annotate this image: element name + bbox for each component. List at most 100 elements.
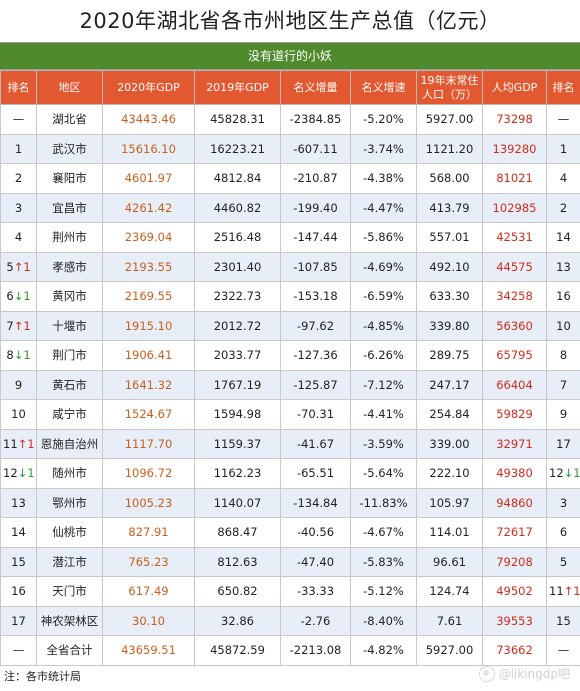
region-cell: 宜昌市 xyxy=(36,192,103,223)
gdp-2020-cell: 4261.42 xyxy=(102,192,195,223)
rank-value: 16 xyxy=(11,584,26,599)
rank-down-arrow: ↓1 xyxy=(13,289,31,304)
gdp-2020-cell: 2193.55 xyxy=(102,251,195,282)
per-capita-rank-value: 15 xyxy=(556,613,571,628)
population-cell: 339.00 xyxy=(416,428,483,459)
author-banner: 没有道行的小妖 xyxy=(0,42,580,70)
gdp-2019-cell: 1594.98 xyxy=(194,399,281,430)
gdp-2020-cell: 4601.97 xyxy=(102,163,195,194)
gdp-2020-cell: 43443.46 xyxy=(102,104,195,135)
per-capita-rank-value: 1 xyxy=(559,141,568,156)
region-cell: 仙桃市 xyxy=(36,517,103,548)
rank-value: 4 xyxy=(14,230,23,245)
watermark-logo-icon xyxy=(478,665,495,682)
table-row: 6↓1 黄冈市 2169.55 2322.73 -153.18 -6.59% 633.30 3… xyxy=(0,281,580,312)
gdp-2020-cell: 1096.72 xyxy=(102,458,195,489)
per-capita-rank-cell: 6 xyxy=(546,517,580,548)
per-capita-rank-cell: 9 xyxy=(546,399,580,430)
increase-cell: -134.84 xyxy=(280,487,351,518)
per-capita-rank-value: 9 xyxy=(559,407,568,422)
rank-value: — xyxy=(12,643,25,658)
gdp-2019-cell: 2012.72 xyxy=(194,310,281,341)
gdp-2019-cell: 2301.40 xyxy=(194,251,281,282)
rank-value: 13 xyxy=(11,495,26,510)
increase-cell: -125.87 xyxy=(280,369,351,400)
per-capita-rank-value: — xyxy=(557,643,570,658)
gdp-2019-cell: 812.63 xyxy=(194,546,281,577)
increase-cell: -2384.85 xyxy=(280,104,351,135)
gdp-2020-cell: 1524.67 xyxy=(102,399,195,430)
gdp-2019-cell: 1140.07 xyxy=(194,487,281,518)
per-capita-rank-value: 10 xyxy=(556,318,571,333)
per-capita-gdp-cell: 32971 xyxy=(482,428,547,459)
rank-cell: 7↑1 xyxy=(0,310,37,341)
table-row: 15 潜江市 765.23 812.63 -47.40 -5.83% 96.61 79208 5 xyxy=(0,546,580,577)
per-capita-rank-value: — xyxy=(557,112,570,127)
per-capita-rank-cell: 16 xyxy=(546,281,580,312)
gdp-2019-cell: 2033.77 xyxy=(194,340,281,371)
per-capita-gdp-cell: 81021 xyxy=(482,163,547,194)
gdp-2020-cell: 827.91 xyxy=(102,517,195,548)
header-gdp-2020: 2020年GDP xyxy=(102,70,195,105)
table-row: 12↓1 随州市 1096.72 1162.23 -65.51 -5.64% 222.10 4… xyxy=(0,458,580,489)
per-capita-gdp-cell: 72617 xyxy=(482,517,547,548)
header-per-capita-gdp: 人均GDP xyxy=(482,70,547,105)
per-capita-rank-value: 14 xyxy=(556,230,571,245)
rank-value: — xyxy=(12,112,25,127)
growth-rate-cell: -5.86% xyxy=(350,222,417,253)
per-capita-rank-cell: 10 xyxy=(546,310,580,341)
population-cell: 1121.20 xyxy=(416,133,483,164)
per-capita-rank-cell: 1 xyxy=(546,133,580,164)
source-footnote: 注：各市统计局 xyxy=(4,670,81,683)
rank-cell: 6↓1 xyxy=(0,281,37,312)
gdp-2019-cell: 32.86 xyxy=(194,605,281,636)
population-cell: 222.10 xyxy=(416,458,483,489)
table-row: 13 鄂州市 1005.23 1140.07 -134.84 -11.83% 105.97 9… xyxy=(0,487,580,518)
gdp-2019-cell: 1159.37 xyxy=(194,428,281,459)
per-capita-gdp-cell: 66404 xyxy=(482,369,547,400)
rank-down-arrow: ↓1 xyxy=(563,466,580,481)
per-capita-rank-value: 2 xyxy=(559,200,568,215)
increase-cell: -65.51 xyxy=(280,458,351,489)
growth-rate-cell: -4.82% xyxy=(350,635,417,666)
per-capita-rank-cell: 5 xyxy=(546,546,580,577)
per-capita-rank-cell: 3 xyxy=(546,487,580,518)
gdp-2019-cell: 45872.59 xyxy=(194,635,281,666)
rank-cell: 14 xyxy=(0,517,37,548)
per-capita-gdp-cell: 49380 xyxy=(482,458,547,489)
increase-cell: -2.76 xyxy=(280,605,351,636)
population-cell: 114.01 xyxy=(416,517,483,548)
rank-value: 6 xyxy=(6,289,14,304)
table-row: 7↑1 十堰市 1915.10 2012.72 -97.62 -4.85% 339.80 56… xyxy=(0,310,580,341)
population-cell: 289.75 xyxy=(416,340,483,371)
per-capita-rank-cell: 7 xyxy=(546,369,580,400)
gdp-2019-cell: 1162.23 xyxy=(194,458,281,489)
per-capita-gdp-cell: 139280 xyxy=(482,133,547,164)
population-cell: 557.01 xyxy=(416,222,483,253)
per-capita-rank-cell: 8 xyxy=(546,340,580,371)
rank-up-arrow: ↑1 xyxy=(13,318,31,333)
region-cell: 潜江市 xyxy=(36,546,103,577)
growth-rate-cell: -4.47% xyxy=(350,192,417,223)
per-capita-gdp-cell: 44575 xyxy=(482,251,547,282)
population-cell: 105.97 xyxy=(416,487,483,518)
per-capita-rank-cell: 14 xyxy=(546,222,580,253)
population-cell: 124.74 xyxy=(416,576,483,607)
population-cell: 7.61 xyxy=(416,605,483,636)
rank-value: 5 xyxy=(6,259,14,274)
rank-value: 17 xyxy=(11,613,26,628)
header-rank: 排名 xyxy=(0,70,37,105)
per-capita-rank-value: 11 xyxy=(549,584,564,599)
per-capita-gdp-cell: 59829 xyxy=(482,399,547,430)
rank-value: 3 xyxy=(14,200,23,215)
per-capita-gdp-cell: 42531 xyxy=(482,222,547,253)
table-row: 5↑1 孝感市 2193.55 2301.40 -107.85 -4.69% 492.10 4… xyxy=(0,251,580,282)
gdp-2019-cell: 4460.82 xyxy=(194,192,281,223)
increase-cell: -33.33 xyxy=(280,576,351,607)
header-population: 19年末常住人口（万） xyxy=(416,70,483,105)
population-cell: 5927.00 xyxy=(416,104,483,135)
rank-cell: 15 xyxy=(0,546,37,577)
growth-rate-cell: -5.12% xyxy=(350,576,417,607)
gdp-2020-cell: 2369.04 xyxy=(102,222,195,253)
per-capita-rank-cell: — xyxy=(546,104,580,135)
